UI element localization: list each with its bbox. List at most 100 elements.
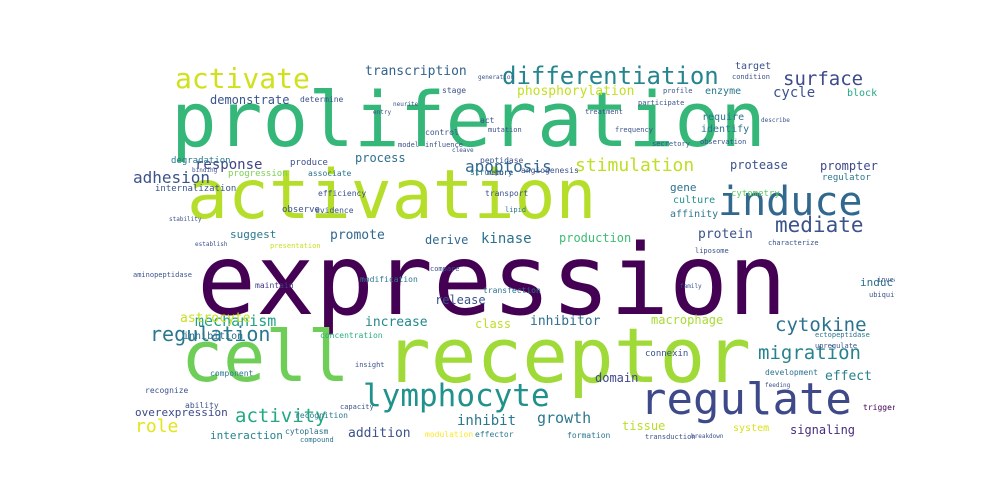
word-trigger: trigger: [863, 403, 895, 412]
word-inhibitor: inhibitor: [530, 314, 601, 329]
word-enzyme: enzyme: [705, 86, 742, 97]
word-observation: observation: [700, 138, 747, 146]
word-require: require: [702, 112, 745, 123]
word-establish: establish: [195, 241, 228, 248]
word-model: model: [398, 141, 420, 149]
word-treatment: treatment: [585, 108, 623, 116]
word-protein: protein: [698, 227, 753, 242]
word-induction: induction: [860, 276, 895, 289]
word-observe: observe: [282, 205, 320, 215]
word-proliferation: proliferation: [171, 75, 766, 164]
word-apoptosis: apoptosis: [465, 157, 552, 176]
word-block: block: [847, 88, 878, 99]
word-upregulate: upregulate: [815, 342, 858, 350]
word-release: release: [435, 293, 486, 307]
word-lymphocyte: lymphocyte: [363, 378, 550, 414]
word-mechanism: mechanism: [195, 312, 277, 330]
word-effector: effector: [475, 430, 514, 439]
word-family: family: [680, 283, 702, 290]
word-progression: progression: [228, 169, 288, 179]
word-role: role: [135, 416, 179, 437]
word-system: system: [733, 423, 770, 434]
word-mutation: mutation: [488, 126, 522, 134]
word-component: component: [210, 369, 254, 378]
word-profile: profile: [663, 87, 693, 95]
word-capacity: capacity: [340, 403, 374, 411]
word-migration: migration: [758, 342, 861, 364]
word-transfection: transfection: [483, 286, 541, 295]
word-phosphorylation: phosphorylation: [517, 84, 635, 99]
word-compound: compound: [300, 436, 334, 444]
word-protease: protease: [730, 158, 788, 172]
word-condition: condition: [732, 73, 770, 81]
word-participate: participate: [638, 99, 685, 107]
word-surface: surface: [783, 68, 864, 90]
word-neurite: neurite: [393, 101, 419, 108]
word-secretory: secretory: [652, 140, 690, 148]
word-signaling: signaling: [790, 423, 856, 437]
word-promote: promote: [330, 228, 385, 243]
word-compare: compare: [430, 265, 460, 273]
word-regulation: regulation: [150, 322, 271, 346]
word-breakdown: breakdown: [691, 433, 724, 440]
word-culture: culture: [673, 195, 716, 206]
word-gene: gene: [670, 181, 697, 194]
word-stability: stability: [169, 216, 202, 223]
word-derive: derive: [425, 233, 469, 247]
word-presentation: presentation: [270, 242, 321, 250]
word-tissue: tissue: [622, 419, 666, 433]
word-transport: transport: [485, 189, 529, 198]
word-expression: expression: [197, 224, 788, 338]
word-efficiency: efficiency: [318, 189, 367, 198]
word-modulation: modulation: [425, 430, 474, 439]
word-evidence: evidence: [315, 206, 354, 215]
word-cloud: expression proliferation receptor activa…: [125, 62, 895, 450]
word-cytoplasm: cytoplasm: [285, 427, 329, 436]
word-formation: formation: [567, 431, 611, 440]
word-frequency: frequency: [615, 126, 653, 134]
word-determine: determine: [300, 95, 344, 104]
word-recognize: recognize: [145, 386, 189, 395]
word-production: production: [559, 231, 632, 245]
word-affinity: affinity: [670, 209, 719, 220]
word-response: response: [195, 157, 263, 173]
word-characterize: characterize: [768, 239, 819, 247]
word-transcription: transcription: [365, 64, 467, 79]
word-regulator: regulator: [822, 173, 871, 183]
word-identify: identify: [701, 124, 750, 135]
word-mediate: mediate: [775, 213, 864, 237]
word-inhibition: inhibition: [183, 331, 244, 342]
word-activity: activity: [235, 405, 327, 427]
word-recognition: recognition: [295, 411, 348, 420]
word-memory: memory: [487, 169, 513, 177]
word-associate: associate: [308, 169, 352, 178]
word-feeding: feeding: [765, 382, 791, 389]
word-investigate: investigate: [877, 276, 895, 284]
word-cytometry: cytometry: [731, 189, 780, 199]
word-generation: generation: [478, 74, 515, 81]
word-stimulation: stimulation: [575, 155, 695, 176]
word-concentration: concentration: [320, 331, 383, 340]
word-increase: increase: [365, 315, 428, 330]
word-interaction: interaction: [210, 429, 283, 442]
word-ectopeptidase: ectopeptidase: [815, 331, 870, 339]
word-liposome: liposome: [695, 247, 729, 255]
word-inhibit: inhibit: [457, 413, 517, 429]
word-macrophage: macrophage: [651, 313, 724, 327]
word-ability: ability: [185, 401, 219, 410]
word-overexpression: overexpression: [135, 406, 228, 419]
word-cycle: cycle: [773, 85, 816, 101]
word-activate: activate: [175, 62, 310, 95]
word-induce: induce: [718, 179, 863, 225]
word-act: act: [480, 116, 495, 125]
word-modification: modification: [360, 275, 418, 284]
word-target: target: [735, 62, 772, 72]
word-ubiquitination: ubiquitination: [869, 291, 895, 299]
word-produce: produce: [290, 158, 328, 168]
word-kinase: kinase: [481, 231, 532, 247]
word-transduction: transduction: [645, 433, 696, 441]
word-domain: domain: [595, 371, 639, 385]
word-process: process: [355, 151, 406, 165]
word-binding: binding: [192, 167, 218, 174]
word-cytokine: cytokine: [775, 314, 867, 336]
